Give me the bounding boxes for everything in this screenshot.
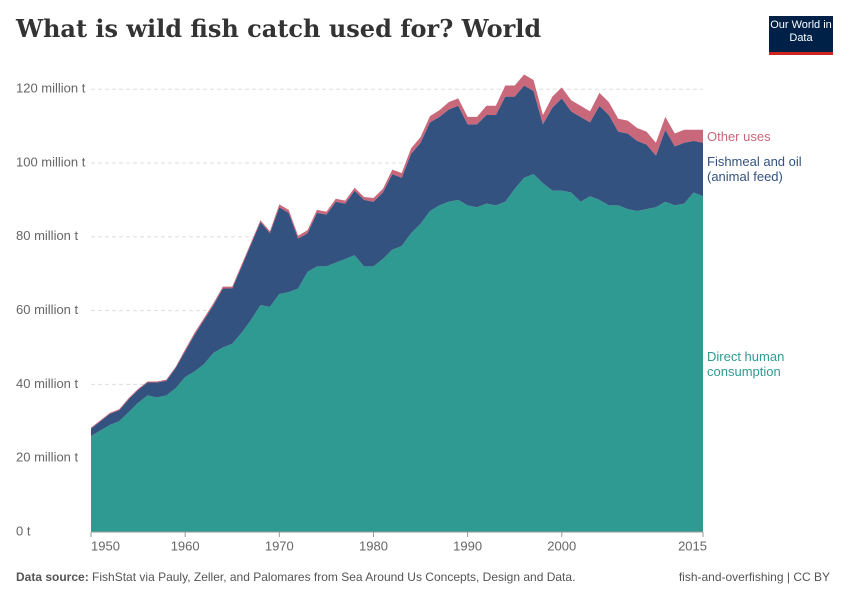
- logo[interactable]: Our World in Data: [769, 16, 833, 55]
- footer: Data source: FishStat via Pauly, Zeller,…: [16, 570, 575, 584]
- source: FishStat via Pauly, Zeller, and Palomare…: [92, 570, 576, 584]
- area: [91, 174, 703, 532]
- y-tick-label: 80 million t: [16, 228, 79, 243]
- x-tick-label: 1980: [359, 538, 388, 553]
- y-tick-label: 120 million t: [16, 81, 86, 96]
- y-tick-label: 60 million t: [16, 302, 79, 317]
- x-tick-label: 1960: [171, 538, 200, 553]
- y-tick-label: 0 t: [16, 523, 31, 538]
- chart: 0 t 20 million t 40 million t 60 million t 8…: [16, 74, 707, 553]
- y-tick-label: 100 million t: [16, 154, 86, 169]
- x-tick-label: 2015: [678, 538, 707, 553]
- area: [91, 85, 703, 437]
- legend-label: Fishmeal and oil (animal feed): [707, 154, 802, 185]
- y-tick-label: 20 million t: [16, 450, 79, 465]
- x-tick-label: 1990: [453, 538, 482, 553]
- y-tick-label: 40 million t: [16, 376, 79, 391]
- source-label: Data source:: [16, 570, 89, 584]
- legend-label: Direct human consumption: [707, 349, 785, 380]
- x-tick-label: 1950: [91, 538, 120, 553]
- x-tick-label: 1970: [265, 538, 294, 553]
- chart-title: What is wild fish catch used for? World: [16, 14, 542, 43]
- url[interactable]: fish-and-overfishing | CC BY: [678, 570, 830, 584]
- x-tick-label: 2000: [547, 538, 576, 553]
- legend-label: Other uses: [707, 128, 771, 144]
